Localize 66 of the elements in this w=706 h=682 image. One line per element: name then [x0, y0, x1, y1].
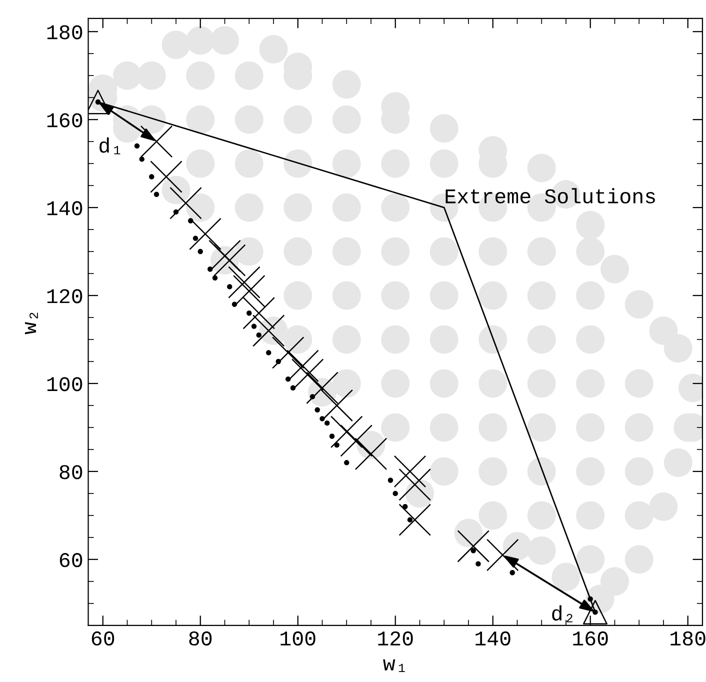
point	[246, 310, 252, 316]
point	[189, 218, 222, 250]
annotation: Extreme Solutions	[446, 188, 655, 204]
y-tick-label: 140	[47, 201, 82, 216]
point	[329, 434, 335, 439]
y-tick-label: 100	[47, 377, 82, 392]
point	[354, 438, 388, 470]
point	[407, 517, 413, 522]
point	[140, 125, 173, 158]
x-tick-label: 80	[189, 631, 212, 646]
x-tick-label: 100	[280, 631, 316, 646]
point	[324, 420, 330, 426]
point	[227, 284, 232, 290]
point	[392, 490, 398, 496]
point	[272, 336, 304, 369]
point	[212, 275, 218, 281]
point	[588, 596, 593, 602]
point	[242, 296, 276, 330]
y-tick-label: 160	[47, 113, 82, 128]
point	[228, 266, 260, 298]
point	[394, 455, 426, 488]
point	[340, 424, 373, 457]
point	[344, 460, 350, 466]
point	[213, 244, 246, 276]
x-tick-label: 160	[573, 631, 608, 646]
point	[149, 174, 154, 180]
point	[398, 504, 432, 536]
point	[306, 372, 338, 404]
point	[139, 156, 144, 162]
point	[95, 99, 101, 105]
y-axis-title: w₂	[24, 312, 38, 334]
point	[232, 274, 266, 308]
x-tick-label: 120	[378, 631, 413, 646]
y-tick-label: 120	[47, 289, 82, 304]
point	[510, 570, 515, 576]
point	[457, 530, 490, 562]
y-tick-label: 80	[60, 465, 82, 480]
point	[388, 478, 394, 483]
x-tick-label: 140	[476, 631, 510, 646]
point	[134, 143, 140, 149]
point	[198, 248, 203, 254]
point	[192, 236, 198, 241]
y-tick-label: 60	[60, 553, 82, 568]
x-tick-label: 180	[670, 631, 706, 646]
point	[286, 350, 319, 382]
point	[291, 358, 324, 391]
point	[251, 324, 257, 329]
y-tick-label: 180	[47, 25, 82, 40]
point	[154, 192, 160, 197]
point	[398, 468, 432, 501]
point	[330, 416, 363, 448]
annotation: d₂	[552, 605, 572, 622]
point	[266, 350, 272, 356]
annotation: d₁	[100, 137, 120, 154]
point	[252, 314, 285, 347]
point	[170, 186, 202, 220]
point	[150, 160, 182, 193]
point	[470, 548, 476, 554]
x-axis-title: w₁	[383, 659, 405, 672]
point	[256, 332, 262, 338]
point	[208, 240, 241, 272]
x-tick-label: 60	[92, 631, 114, 646]
point	[320, 389, 354, 422]
point	[486, 538, 519, 572]
point	[476, 561, 481, 566]
point	[314, 407, 320, 412]
